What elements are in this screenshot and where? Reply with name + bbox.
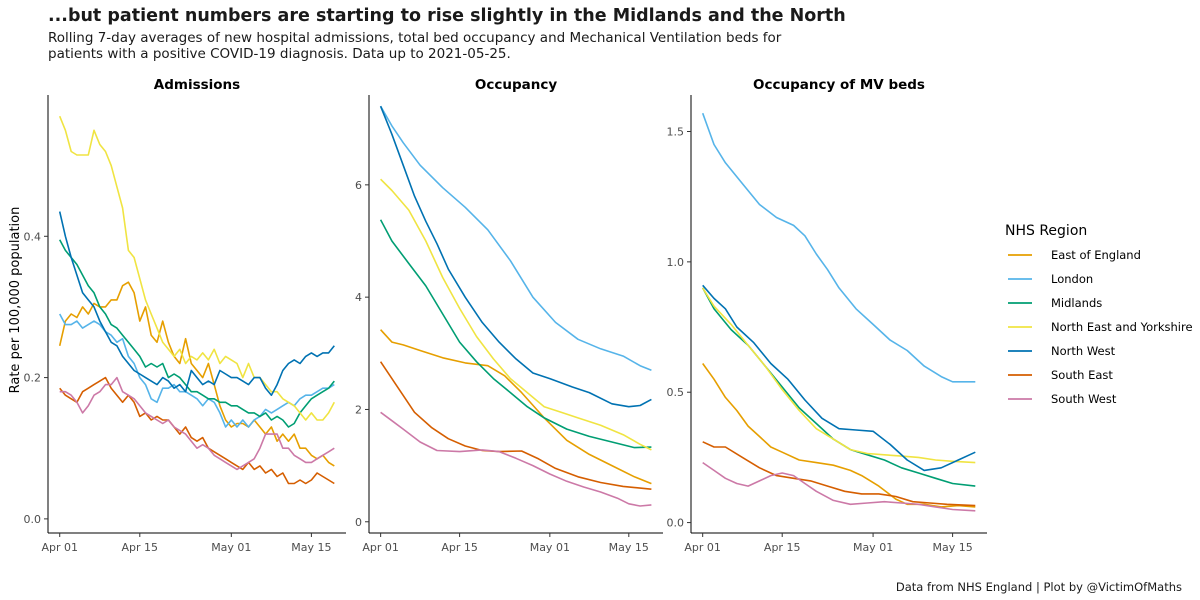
- panel-3: Occupancy of MV beds 0.0 0.5 1.0 1.5 Apr 01 Ap…: [667, 77, 987, 554]
- legend-label: South East: [1051, 368, 1113, 382]
- series-line-north-east-and-yorkshire: [380, 178, 652, 451]
- y-tick-label: 0: [355, 516, 362, 529]
- x-tick-label: Apr 01: [41, 541, 78, 554]
- y-tick-label: 0.5: [667, 386, 685, 399]
- legend: NHS Region East of England London Midlands N…: [1005, 223, 1193, 406]
- x-tick-label: May 01: [211, 541, 251, 554]
- series-line-north-west: [702, 284, 976, 472]
- legend-label: South West: [1051, 392, 1117, 406]
- series-line-north-west: [58, 211, 335, 397]
- y-tick-label: 0.0: [24, 513, 42, 526]
- legend-label: Midlands: [1051, 296, 1102, 310]
- x-tick-label: Apr 15: [764, 541, 801, 554]
- legend-label: North West: [1051, 344, 1116, 358]
- x-tick-label: May 15: [609, 541, 649, 554]
- series-line-north-west: [379, 105, 652, 408]
- chart-caption: Data from NHS England | Plot by @VictimO…: [895, 580, 1182, 594]
- y-tick-label: 6: [355, 179, 362, 192]
- legend-title: NHS Region: [1005, 223, 1087, 239]
- panels: Admissions 0.0 0.2 0.4 Apr 01 Apr 15 May 01 May…: [24, 77, 987, 554]
- series-line-south-east: [702, 441, 976, 507]
- series-line-north-east-and-yorkshire: [702, 287, 976, 464]
- chart-subtitle: Rolling 7-day averages of new hospital a…: [48, 30, 782, 62]
- x-tick-label: Apr 15: [441, 541, 478, 554]
- y-tick-label: 2: [355, 403, 362, 416]
- legend-label: North East and Yorkshire: [1051, 320, 1193, 334]
- x-tick-label: Apr 01: [684, 541, 721, 554]
- x-tick-label: May 01: [530, 541, 570, 554]
- y-axis-label: Rate per 100,000 population: [8, 207, 23, 394]
- x-tick-label: Apr 01: [362, 541, 399, 554]
- y-tick-label: 0.2: [24, 372, 42, 385]
- series-line-midlands: [701, 287, 976, 487]
- series-line-north-east-and-yorkshire: [58, 115, 336, 421]
- series-line-south-east: [379, 361, 652, 490]
- panel-title: Admissions: [154, 77, 240, 93]
- series-line-south-east: [59, 376, 335, 485]
- y-tick-label: 0.0: [667, 517, 685, 530]
- x-tick-label: Apr 15: [122, 541, 159, 554]
- legend-label: London: [1051, 272, 1093, 286]
- x-tick-label: May 15: [932, 541, 972, 554]
- series-line-london: [701, 112, 976, 383]
- series-line-midlands: [379, 219, 652, 449]
- panel-title: Occupancy of MV beds: [753, 77, 925, 93]
- series-line-south-west: [59, 376, 335, 471]
- x-tick-label: May 01: [853, 541, 893, 554]
- y-tick-label: 4: [355, 291, 362, 304]
- series-line-south-west: [702, 461, 976, 512]
- y-tick-label: 0.4: [24, 230, 42, 243]
- series-line-south-west: [380, 411, 652, 507]
- legend-label: East of England: [1051, 248, 1141, 262]
- x-tick-label: May 15: [291, 541, 331, 554]
- y-tick-label: 1.0: [667, 256, 685, 269]
- panel-title: Occupancy: [475, 77, 557, 93]
- series-line-london: [379, 105, 652, 371]
- series-line-east-of-england: [380, 329, 652, 485]
- series-line-east-of-england: [58, 281, 335, 467]
- y-tick-label: 1.5: [667, 126, 685, 139]
- chart-title: ...but patient numbers are starting to r…: [48, 6, 846, 26]
- panel-1: Admissions 0.0 0.2 0.4 Apr 01 Apr 15 May 01 May…: [24, 77, 346, 554]
- panel-2: Occupancy 0 2 4 6 Apr 01 Apr 15 May 01 May 15: [355, 77, 663, 554]
- series-line-midlands: [58, 239, 335, 428]
